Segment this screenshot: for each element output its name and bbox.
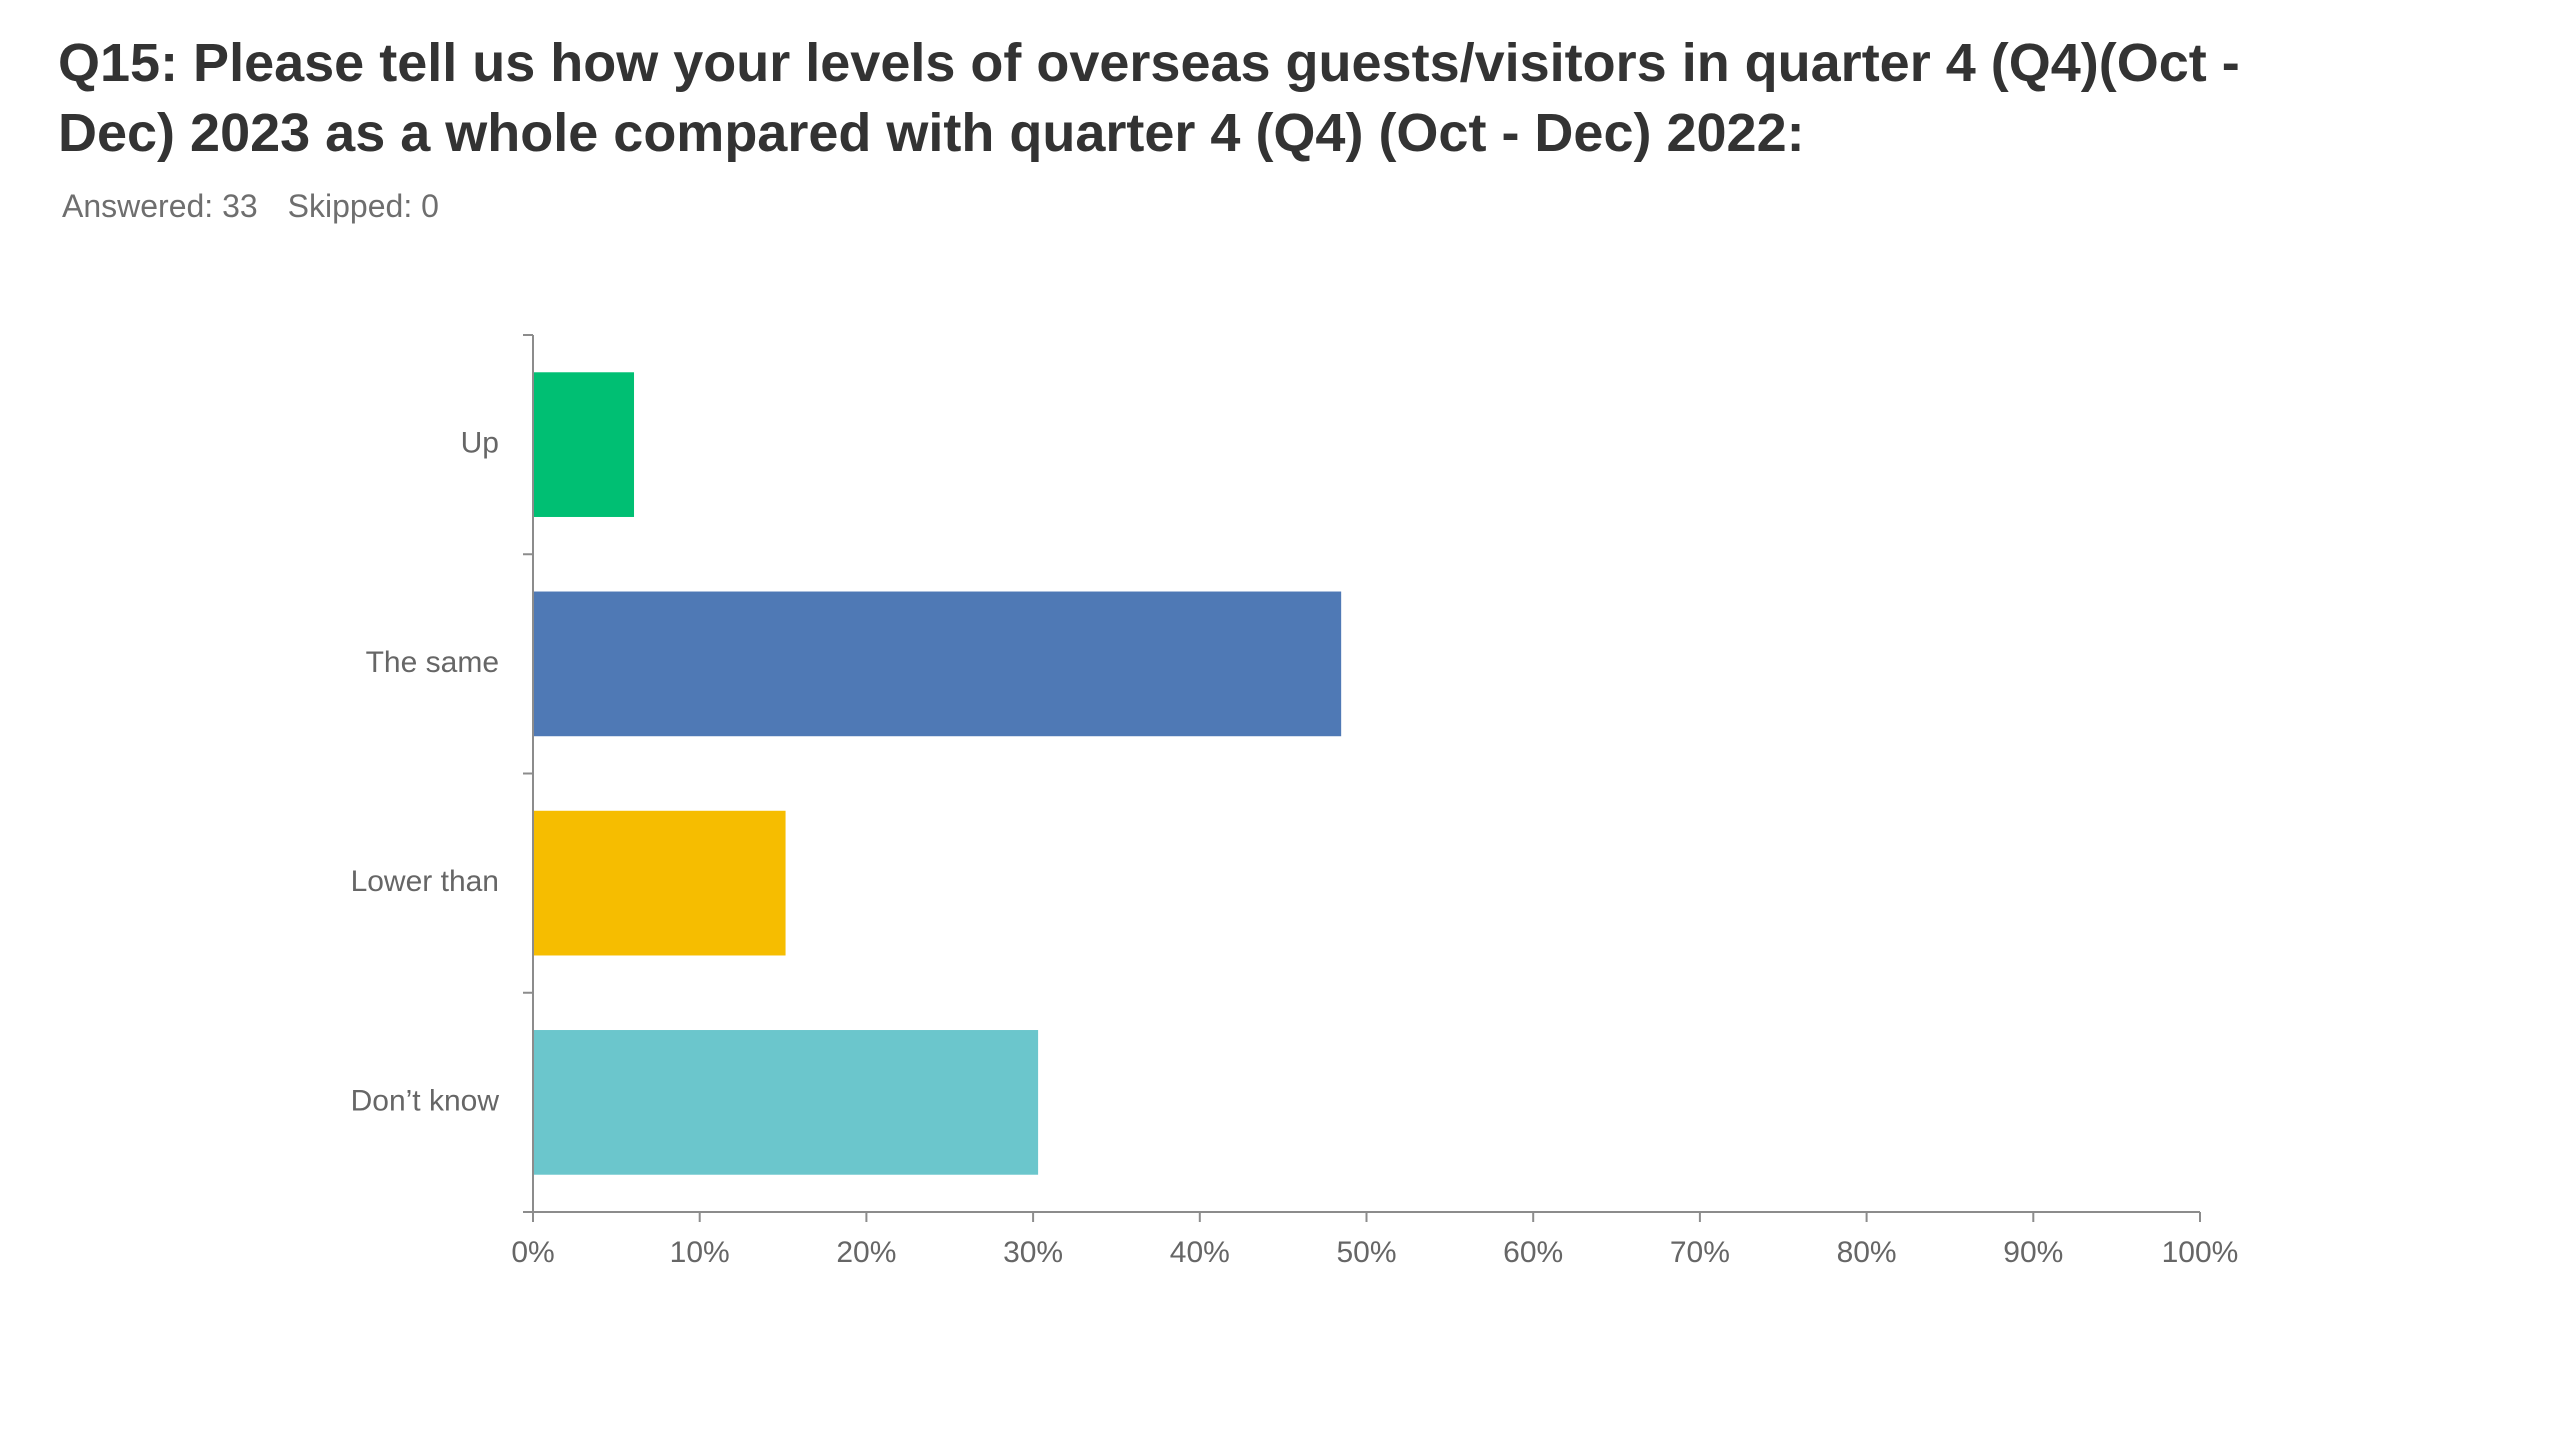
category-label-3: Don’t know bbox=[351, 1084, 500, 1117]
category-label-2: Lower than bbox=[351, 865, 499, 898]
x-tick-label-0: 0% bbox=[511, 1236, 554, 1269]
response-summary: Answered: 33 Skipped: 0 bbox=[62, 188, 439, 225]
x-tick-label-3: 30% bbox=[1003, 1236, 1063, 1269]
axes-group bbox=[523, 334, 2201, 1222]
x-tick-label-8: 80% bbox=[1837, 1236, 1897, 1269]
answered-count: Answered: 33 bbox=[62, 188, 258, 224]
bar-3 bbox=[533, 1030, 1039, 1175]
bar-0 bbox=[533, 372, 635, 517]
chart-title: Q15: Please tell us how your levels of o… bbox=[58, 33, 2240, 163]
x-tick-label-1: 10% bbox=[670, 1236, 730, 1269]
bar-1 bbox=[533, 591, 1342, 737]
x-tick-labels: 0% 10% 20% 30% 40% 50% 60% 70% 80% 90% 100% bbox=[511, 1236, 2238, 1269]
bar-2 bbox=[533, 810, 786, 956]
bars-group bbox=[533, 372, 1342, 1175]
category-labels: Up The same Lower than Don’t know bbox=[351, 427, 500, 1118]
category-label-1: The same bbox=[366, 646, 499, 679]
x-tick-label-7: 70% bbox=[1670, 1236, 1730, 1269]
x-tick-label-4: 40% bbox=[1170, 1236, 1230, 1269]
category-label-0: Up bbox=[461, 427, 499, 460]
x-tick-label-10: 100% bbox=[2162, 1236, 2239, 1269]
x-tick-label-2: 20% bbox=[836, 1236, 896, 1269]
skipped-count: Skipped: 0 bbox=[287, 188, 439, 224]
x-tick-label-9: 90% bbox=[2003, 1236, 2063, 1269]
x-tick-label-5: 50% bbox=[1336, 1236, 1396, 1269]
x-tick-label-6: 60% bbox=[1503, 1236, 1563, 1269]
